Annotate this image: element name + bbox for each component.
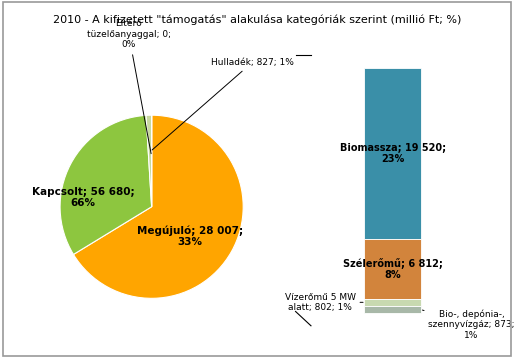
Text: Biomassza; 19 520;
23%: Biomassza; 19 520; 23% bbox=[340, 142, 446, 164]
Text: Bio-, depónia-,
szennyvízgáz; 873;
1%: Bio-, depónia-, szennyvízgáz; 873; 1% bbox=[423, 309, 514, 339]
Text: 2010 - A kifizetett "támogatás" alakulása kategóriák szerint (millió Ft; %): 2010 - A kifizetett "támogatás" alakulás… bbox=[53, 14, 461, 25]
Bar bbox=[364, 239, 421, 299]
Bar bbox=[364, 306, 421, 314]
Bar bbox=[364, 299, 421, 306]
Bar bbox=[364, 68, 421, 239]
Wedge shape bbox=[60, 115, 152, 255]
Wedge shape bbox=[146, 115, 152, 207]
Text: Vízerőmű 5 MW
alatt; 802; 1%: Vízerőmű 5 MW alatt; 802; 1% bbox=[285, 292, 363, 312]
Text: Eltérő
tüzelőanyaggal; 0;
0%: Eltérő tüzelőanyaggal; 0; 0% bbox=[87, 19, 171, 154]
Text: Kapcsolt; 56 680;
66%: Kapcsolt; 56 680; 66% bbox=[32, 187, 134, 208]
Wedge shape bbox=[74, 115, 243, 298]
Text: Megújuló; 28 007;
33%: Megújuló; 28 007; 33% bbox=[137, 225, 243, 247]
Text: Hulladék; 827; 1%: Hulladék; 827; 1% bbox=[152, 58, 294, 150]
Text: Szélerőmű; 6 812;
8%: Szélerőmű; 6 812; 8% bbox=[343, 258, 443, 280]
